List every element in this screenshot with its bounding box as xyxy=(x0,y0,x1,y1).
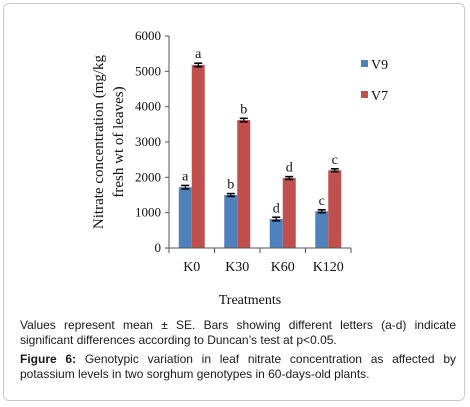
significance-letter: d xyxy=(273,201,280,216)
significance-letter: c xyxy=(319,194,325,209)
bars: a b d c a b d c xyxy=(178,47,342,249)
bar xyxy=(191,64,205,249)
significance-letter: d xyxy=(286,161,293,176)
significance-letter: b xyxy=(240,102,247,117)
significance-letter: a xyxy=(195,47,202,62)
y-tick-label: 5000 xyxy=(135,63,161,78)
significance-letter: b xyxy=(227,178,234,193)
legend-swatch xyxy=(361,60,368,67)
bar xyxy=(237,120,251,248)
y-tick-label: 4000 xyxy=(135,99,161,114)
legend-label: V9 xyxy=(371,58,388,73)
bar xyxy=(328,170,342,248)
bar-chart: Nitrate concentration (mg/kg fresh wt of … xyxy=(91,28,388,308)
significance-letter: c xyxy=(332,153,338,168)
x-axis-label: Treatments xyxy=(219,293,281,308)
y-axis-label: Nitrate concentration (mg/kg fresh wt of … xyxy=(91,54,127,229)
significance-letter: a xyxy=(182,169,189,184)
figure-caption: Values represent mean ± SE. Bars showing… xyxy=(20,318,456,382)
y-axis-ticks: 0 1000 2000 3000 4000 5000 6000 xyxy=(135,28,169,255)
y-tick-label: 3000 xyxy=(135,134,161,149)
x-tick-label: K120 xyxy=(313,260,344,275)
figure-label: Figure 6: xyxy=(20,352,77,366)
bar xyxy=(224,195,238,248)
figure-frame xyxy=(3,3,465,401)
figure-text: Genotypic variation in leaf nitrate conc… xyxy=(20,352,456,381)
legend-swatch xyxy=(361,91,368,98)
y-axis-label-line: Nitrate concentration (mg/kg xyxy=(91,54,107,229)
y-tick-label: 0 xyxy=(155,240,162,255)
bar xyxy=(315,211,329,248)
caption-figure-line: Figure 6: Genotypic variation in leaf ni… xyxy=(20,352,456,382)
caption-note: Values represent mean ± SE. Bars showing… xyxy=(20,318,456,347)
legend: V9 V7 xyxy=(361,58,388,104)
y-axis-label-line: fresh wt of leaves) xyxy=(111,86,127,197)
x-tick-label: K0 xyxy=(183,260,200,275)
bar xyxy=(178,187,192,248)
legend-label: V7 xyxy=(371,89,388,104)
bar xyxy=(282,178,296,248)
y-tick-label: 6000 xyxy=(135,28,161,43)
bar xyxy=(269,219,283,248)
x-tick-label: K30 xyxy=(225,260,249,275)
x-axis-ticks: K0 K30 K60 K120 xyxy=(168,248,352,275)
x-tick-label: K60 xyxy=(271,260,295,275)
y-tick-label: 1000 xyxy=(135,205,161,220)
y-tick-label: 2000 xyxy=(135,169,161,184)
